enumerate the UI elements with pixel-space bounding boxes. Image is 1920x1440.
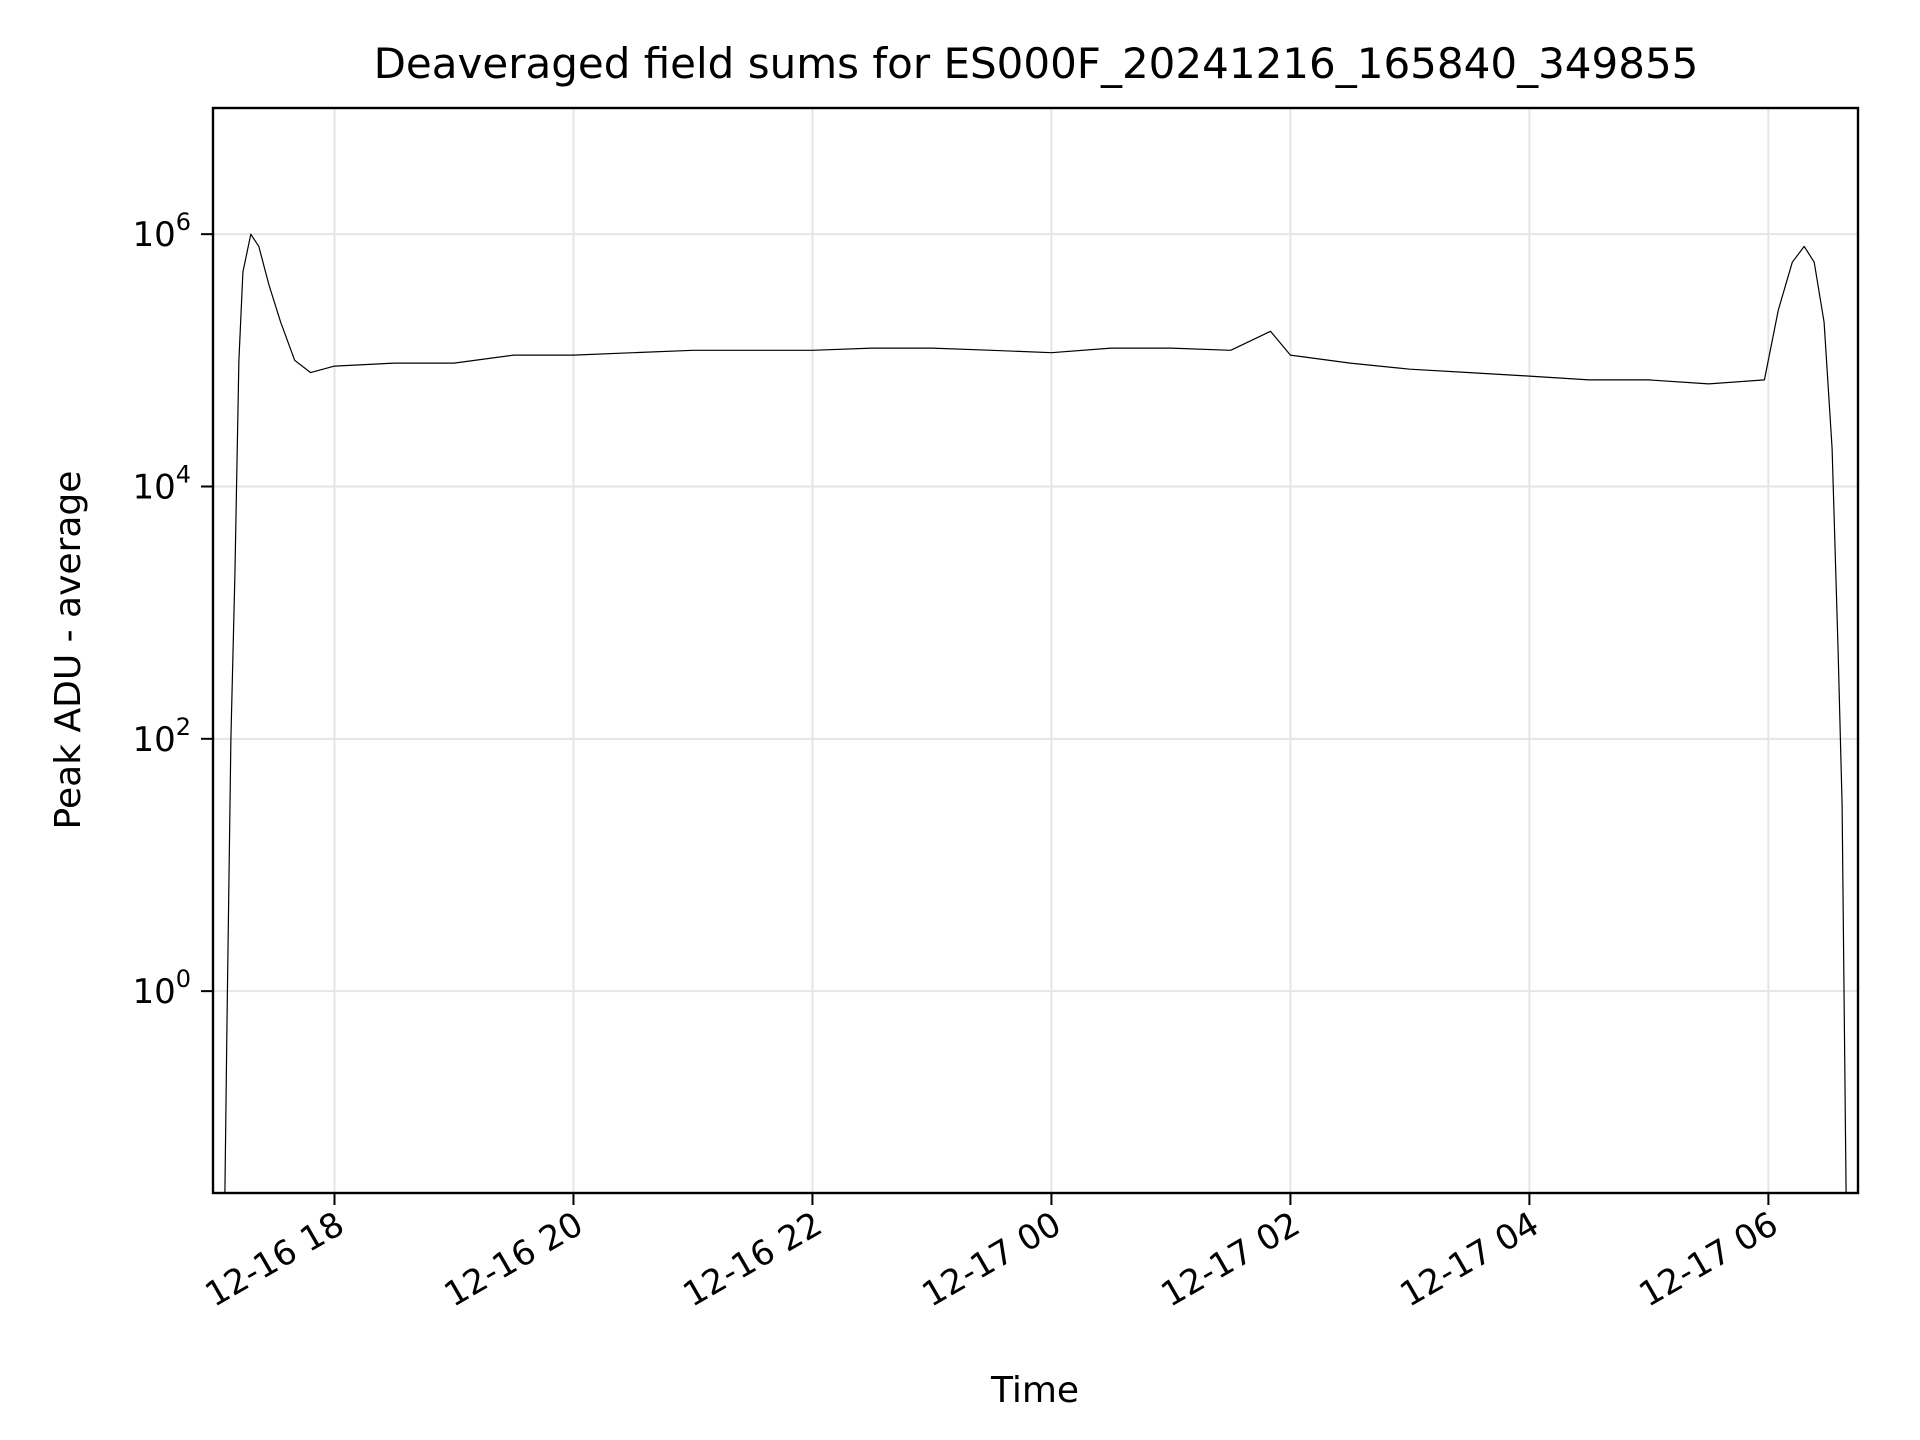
- x-tick-label: 12-17 00: [916, 1204, 1068, 1315]
- y-tick-label: 106: [132, 208, 191, 255]
- x-tick-label: 12-16 20: [438, 1204, 590, 1315]
- plot-frame: [211, 106, 1860, 1195]
- x-tick-label: 12-17 06: [1632, 1204, 1784, 1315]
- grid-lines: [213, 108, 1858, 1193]
- y-axis-ticks: 100 102 104 106: [132, 208, 213, 1012]
- y-tick-label: 100: [132, 965, 191, 1012]
- y-tick-label: 102: [132, 713, 191, 760]
- x-axis-label: Time: [990, 1370, 1079, 1411]
- x-axis-ticks: 12-16 18 12-16 20 12-16 22 12-17 00 12-17 02…: [199, 1193, 1785, 1315]
- series-layer: [224, 233, 1847, 1194]
- chart-title: Deaveraged field sums for ES000F_2024121…: [374, 39, 1699, 88]
- y-tick-label: 104: [132, 460, 191, 507]
- x-tick-label: 12-17 02: [1155, 1204, 1307, 1315]
- x-tick-label: 12-17 04: [1394, 1204, 1546, 1315]
- series-line: [224, 233, 1847, 1194]
- x-tick-label: 12-16 18: [199, 1204, 351, 1315]
- y-axis-label: Peak ADU - average: [48, 471, 89, 830]
- x-tick-label: 12-16 22: [677, 1204, 829, 1315]
